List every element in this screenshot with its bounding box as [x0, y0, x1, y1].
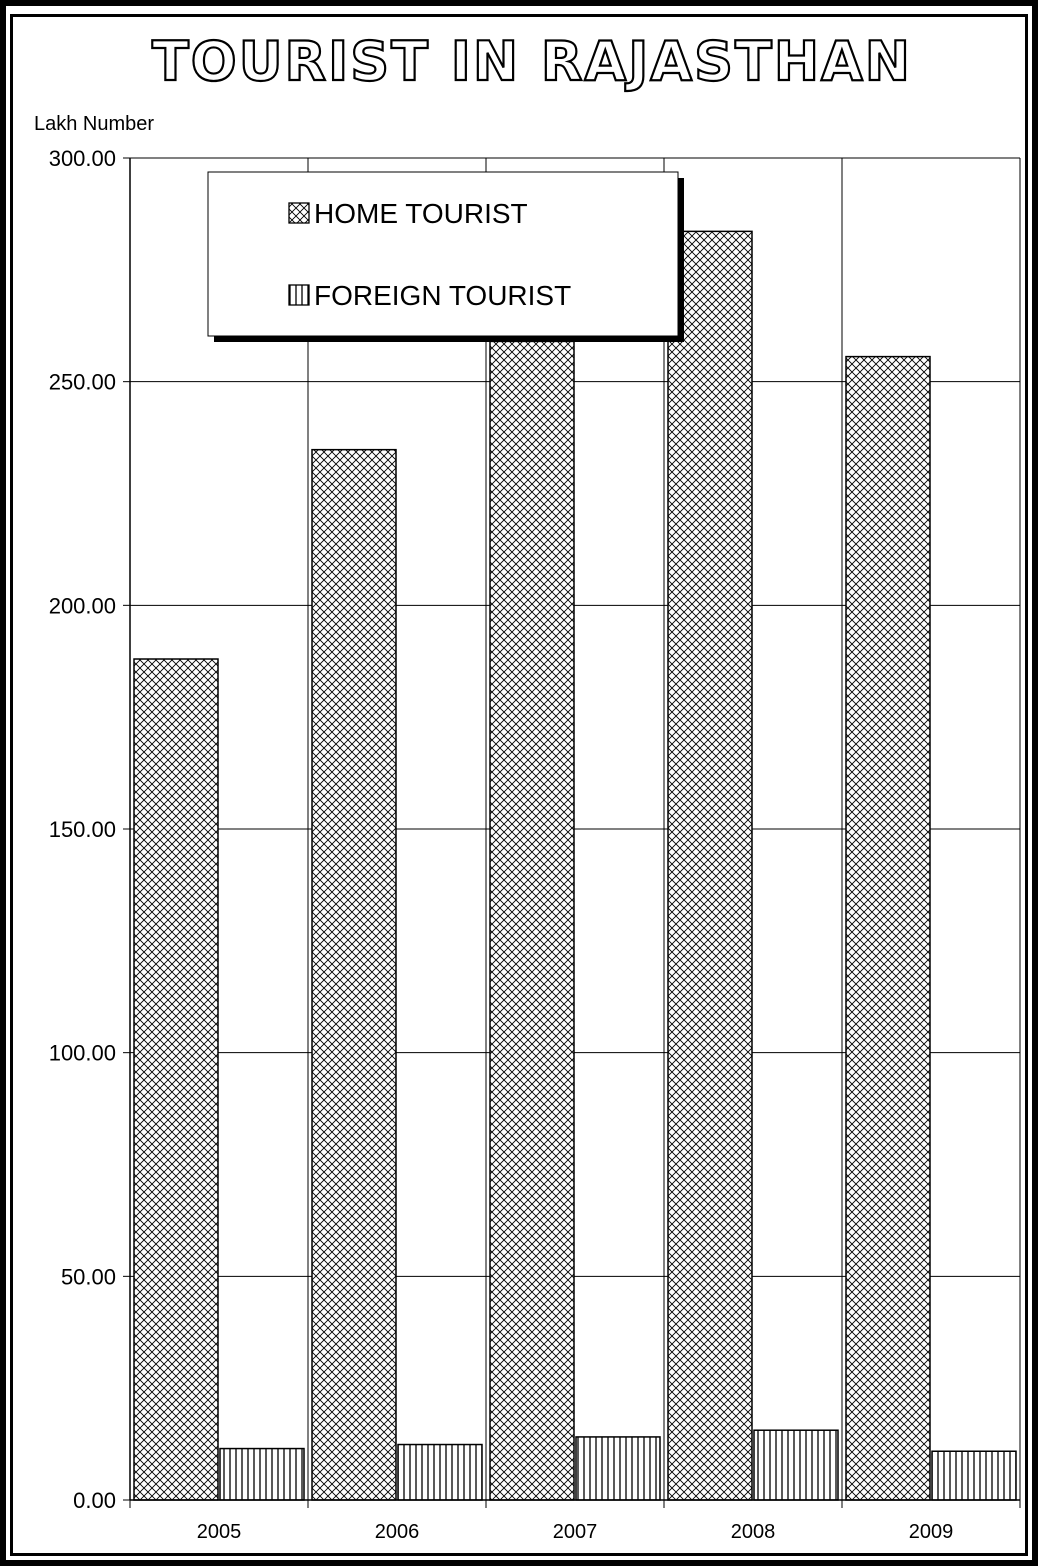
- inner-frame: [10, 14, 1028, 1556]
- bar-home-tourist: [845, 355, 931, 1501]
- x-tick-label: 2009: [909, 1521, 954, 1543]
- bars: [133, 230, 1017, 1501]
- bar-home-tourist: [667, 230, 753, 1501]
- bar-foreign-tourist: [753, 1429, 839, 1501]
- y-tick-label: 200.00: [49, 593, 116, 618]
- y-tick-label: 50.00: [61, 1264, 116, 1289]
- x-tick-label: 2005: [197, 1521, 242, 1543]
- y-tick-label: 0.00: [73, 1488, 116, 1513]
- legend-label-home: HOME TOURIST: [314, 198, 528, 229]
- legend-label-foreign: FOREIGN TOURIST: [314, 280, 571, 311]
- x-tick-labels: 2005 2006 2007 2008 2009: [197, 1521, 954, 1543]
- legend-swatch-home: [288, 202, 310, 224]
- chart-title: TOURIST IN RAJASTHAN: [152, 30, 912, 93]
- y-tick-labels: 0.00 50.00 100.00 150.00 200.00 250.00 300.00: [49, 146, 116, 1513]
- y-axis-label: Lakh Number: [34, 113, 154, 135]
- x-tick-label: 2006: [375, 1521, 420, 1543]
- bar-home-tourist: [311, 448, 397, 1501]
- legend: HOME TOURIST FOREIGN TOURIST: [207, 171, 684, 342]
- x-tick-label: 2008: [731, 1521, 776, 1543]
- bar-foreign-tourist: [931, 1450, 1017, 1501]
- bar-foreign-tourist: [575, 1436, 661, 1501]
- y-tick-label: 150.00: [49, 817, 116, 842]
- bar-foreign-tourist: [219, 1447, 305, 1501]
- legend-swatch-foreign: [288, 284, 310, 306]
- legend-box: [207, 171, 679, 337]
- bar-foreign-tourist: [397, 1443, 483, 1501]
- bar-home-tourist: [489, 340, 575, 1501]
- y-tick-label: 300.00: [49, 146, 116, 171]
- axes: [123, 157, 1021, 1508]
- x-tick-label: 2007: [553, 1521, 598, 1543]
- y-tick-label: 100.00: [49, 1041, 116, 1066]
- y-tick-label: 250.00: [49, 370, 116, 395]
- bar-home-tourist: [133, 658, 219, 1501]
